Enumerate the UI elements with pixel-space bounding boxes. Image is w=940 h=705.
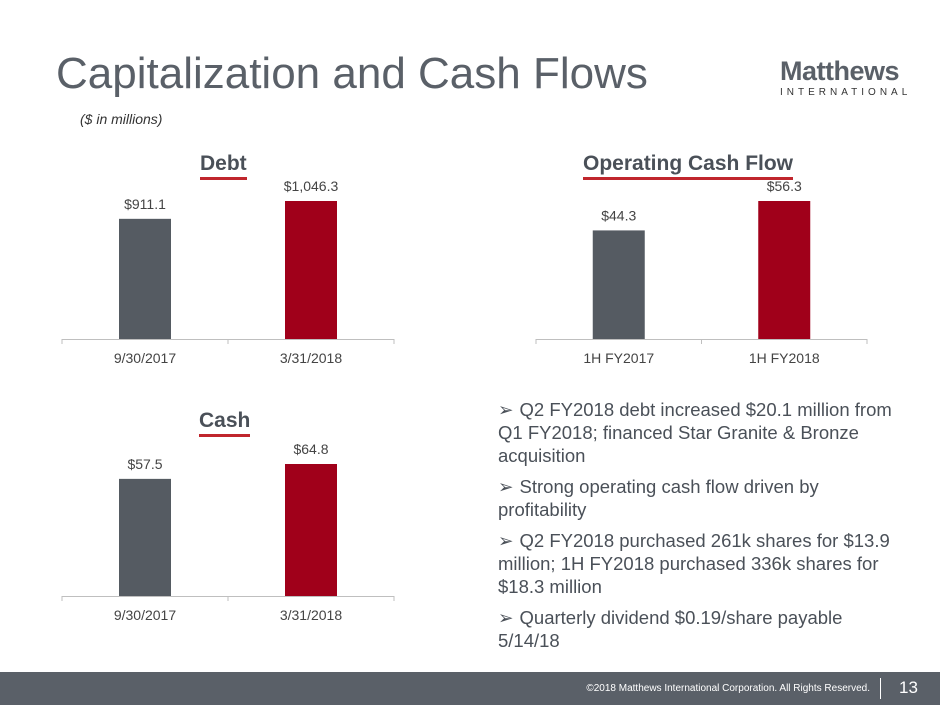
logo-wordmark: Matthews (780, 56, 900, 86)
data-label: $911.1 (124, 196, 166, 212)
cash-chart-title: Cash (199, 409, 251, 437)
arrow-bullet-icon: ➢ (498, 607, 514, 628)
category-label: 3/31/2018 (280, 607, 342, 623)
cash-chart-title-text: Cash (199, 409, 251, 432)
ocf-chart-title-text: Operating Cash Flow (583, 152, 794, 175)
bar-3-31-2018 (285, 464, 337, 596)
operating-cash-flow-chart-title: Operating Cash Flow (583, 152, 794, 180)
data-label: $57.5 (127, 456, 162, 472)
category-label: 1H FY2018 (749, 350, 820, 366)
title-underline (583, 177, 794, 180)
bullet-text: Q2 FY2018 purchased 261k shares for $13.… (498, 530, 890, 597)
bar-9-30-2017 (119, 218, 171, 339)
bullet-item: ➢ Quarterly dividend $0.19/share payable … (498, 606, 908, 652)
debt-chart: $911.1 9/30/2017 $1,046.3 3/31/2018 (61, 178, 395, 366)
category-label: 9/30/2017 (114, 350, 176, 366)
footer-bar: ©2018 Matthews International Corporation… (0, 672, 940, 705)
key-points-list: ➢ Q2 FY2018 debt increased $20.1 million … (498, 398, 908, 660)
bullet-item: ➢ Strong operating cash flow driven by pr… (498, 475, 908, 521)
units-note: ($ in millions) (80, 111, 163, 127)
arrow-bullet-icon: ➢ (498, 530, 514, 551)
data-label: $44.3 (601, 207, 636, 223)
logo-subtext: INTERNATIONAL (780, 87, 912, 98)
cash-chart: $57.5 9/30/2017 $64.8 3/31/2018 (61, 441, 395, 623)
title-underline (199, 434, 251, 437)
bullet-item: ➢ Q2 FY2018 debt increased $20.1 million … (498, 398, 908, 467)
category-label: 3/31/2018 (280, 350, 342, 366)
debt-chart-title-text: Debt (200, 152, 247, 175)
title-underline (200, 177, 247, 180)
bullet-text: Quarterly dividend $0.19/share payable 5… (498, 607, 843, 651)
category-label: 9/30/2017 (114, 607, 176, 623)
bullet-text: Q2 FY2018 debt increased $20.1 million f… (498, 399, 892, 466)
copyright-notice: ©2018 Matthews International Corporation… (586, 683, 870, 694)
data-label: $64.8 (293, 441, 328, 457)
data-label: $1,046.3 (284, 178, 339, 194)
bullet-text: Strong operating cash flow driven by pro… (498, 476, 819, 520)
company-logo: Matthews INTERNATIONAL (780, 56, 912, 99)
bar-1h-fy2018 (758, 201, 811, 339)
data-label: $56.3 (767, 178, 802, 194)
debt-chart-title: Debt (200, 152, 247, 180)
footer-divider (880, 678, 881, 699)
operating-cash-flow-chart: $44.3 1H FY2017 $56.3 1H FY2018 (535, 178, 868, 366)
page-number: 13 (899, 678, 918, 697)
arrow-bullet-icon: ➢ (498, 399, 514, 420)
category-label: 1H FY2017 (583, 350, 654, 366)
bar-9-30-2017 (119, 478, 171, 596)
bullet-item: ➢ Q2 FY2018 purchased 261k shares for $13… (498, 529, 908, 598)
bar-3-31-2018 (285, 201, 337, 339)
bar-1h-fy2017 (592, 230, 645, 339)
page-title: Capitalization and Cash Flows (56, 49, 648, 98)
arrow-bullet-icon: ➢ (498, 476, 514, 497)
